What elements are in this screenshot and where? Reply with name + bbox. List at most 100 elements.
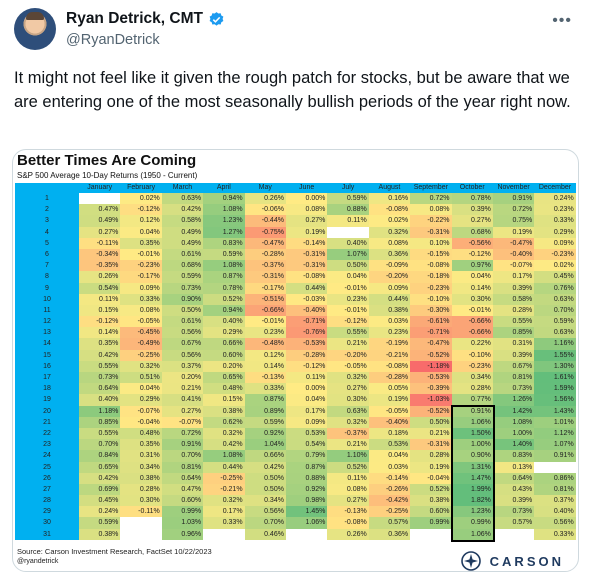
heatmap-cell: 0.08% <box>327 483 369 496</box>
heatmap-cell: 0.37% <box>161 360 204 372</box>
heatmap-cell: -0.66% <box>244 304 286 317</box>
heatmap-cell: 0.14% <box>451 282 493 294</box>
heatmap-cell: -0.40% <box>285 304 328 317</box>
day-label: 2 <box>15 204 79 216</box>
day-label: 3 <box>15 215 79 227</box>
heatmap-cell: 0.59% <box>244 416 286 428</box>
heatmap-cell: 1.04% <box>244 439 286 451</box>
heatmap-cell: -0.20% <box>368 271 411 283</box>
heatmap-row: 2 0.47% -0.12% 0.42% 1.08% -0.06% 0.08% 0.88% -0… <box>15 204 576 216</box>
heatmap-cell: 0.32% <box>327 372 369 384</box>
heatmap-cell: 1.42% <box>492 405 535 417</box>
heatmap-row: 9 0.54% 0.09% 0.73% 0.78% -0.17% 0.44% -0.01% 0.… <box>15 282 576 294</box>
heatmap-cell: 0.33% <box>244 383 286 395</box>
day-label: 17 <box>15 372 79 384</box>
heatmap-cell: 0.36% <box>368 248 411 261</box>
heatmap-cell: 0.78% <box>203 282 245 294</box>
heatmap-cell: 0.27% <box>79 226 121 238</box>
heatmap-cell: 0.09% <box>534 237 576 249</box>
heatmap-cell: 0.28% <box>492 304 535 317</box>
column-header-march: March <box>172 184 193 191</box>
heatmap-cell: 1.16% <box>534 338 576 350</box>
day-label: 20 <box>15 405 79 417</box>
heatmap-cell: -0.11% <box>120 506 162 518</box>
heatmap-cell: 0.19% <box>492 226 535 238</box>
heatmap-cell <box>327 226 369 238</box>
heatmap-cell: 0.19% <box>285 226 328 238</box>
column-header-august: August <box>378 184 401 191</box>
heatmap-cell: 0.00% <box>285 383 328 395</box>
heatmap-row: 29 0.24% -0.11% 0.99% 0.17% 0.56% 1.45% -0.13% -… <box>15 506 576 518</box>
heatmap-cell: 0.33% <box>203 517 245 529</box>
heatmap-cell: 0.28% <box>120 483 162 496</box>
heatmap-cell: 0.42% <box>244 461 286 473</box>
heatmap-cell: 0.32% <box>327 416 369 428</box>
heatmap-cell: -1.18% <box>410 360 452 372</box>
heatmap-cell: 0.16% <box>368 193 411 205</box>
heatmap-cell: 0.66% <box>203 338 245 350</box>
heatmap-cell: 0.90% <box>161 293 204 305</box>
heatmap-row: 14 0.35% -0.49% 0.67% 0.66% -0.48% -0.53% 0.21%… <box>15 338 576 350</box>
display-name[interactable]: Ryan Detrick, CMT <box>66 10 203 27</box>
heatmap-row: 7 -0.35% -0.23% 0.68% 1.08% -0.37% -0.31% 0.50%… <box>15 260 576 272</box>
heatmap-cell: -0.07% <box>120 405 162 417</box>
day-label: 5 <box>15 237 79 249</box>
heatmap-cell <box>492 528 535 540</box>
heatmap-cell: 1.07% <box>327 248 369 261</box>
heatmap-cell: 0.92% <box>244 427 286 440</box>
handle[interactable]: @RyanDetrick <box>66 32 160 48</box>
heatmap-cell <box>534 461 576 473</box>
header-corner <box>15 183 79 193</box>
heatmap-cell: 0.91% <box>161 439 204 451</box>
heatmap-row: 3 0.49% 0.12% 0.58% 1.23% -0.44% 0.27% 0.11% 0.0… <box>15 215 576 227</box>
heatmap-cell: 0.70% <box>244 517 286 529</box>
heatmap-cell: 0.38% <box>120 472 162 484</box>
heatmap-cell: 0.24% <box>534 193 576 205</box>
heatmap-cell: 0.31% <box>492 338 535 350</box>
heatmap-cell: 0.27% <box>451 215 493 227</box>
heatmap-cell: 0.50% <box>244 483 286 496</box>
chart-image[interactable]: Better Times Are Coming S&P 500 Average … <box>12 149 579 572</box>
heatmap-cell: 0.23% <box>327 293 369 305</box>
heatmap-cell: 0.49% <box>161 237 204 249</box>
heatmap-cell: -0.25% <box>368 506 411 518</box>
heatmap-cell: 1.08% <box>203 260 245 272</box>
heatmap-cell: -0.21% <box>368 349 411 361</box>
heatmap-cell: 0.04% <box>120 383 162 395</box>
heatmap-cell: 0.19% <box>410 461 452 473</box>
heatmap-cell: 0.47% <box>79 204 121 216</box>
heatmap-cell: 0.57% <box>368 517 411 529</box>
heatmap-cell: -0.05% <box>120 316 162 328</box>
heatmap-cell: 0.32% <box>203 495 245 507</box>
heatmap-cell: 0.67% <box>161 338 204 350</box>
carson-logo-icon <box>460 551 481 571</box>
heatmap-cell: -0.01% <box>244 316 286 328</box>
heatmap-cell: -0.23% <box>534 248 576 261</box>
heatmap-cell: -0.66% <box>451 327 493 339</box>
heatmap-cell: 1.27% <box>203 226 245 238</box>
heatmap-cell: 0.85% <box>492 327 535 339</box>
heatmap-cell: 0.77% <box>451 394 493 406</box>
heatmap-cell: 0.85% <box>79 416 121 428</box>
heatmap-cell: -0.31% <box>285 260 328 272</box>
heatmap-cell: 0.94% <box>203 304 245 317</box>
heatmap-row: 27 0.69% 0.28% 0.47% -0.21% 0.50% 0.92% 0.08% -0… <box>15 483 576 496</box>
heatmap-cell: 0.41% <box>161 394 204 406</box>
heatmap-cell: 0.29% <box>534 226 576 238</box>
heatmap-cell: -0.71% <box>285 316 328 328</box>
heatmap-cell: 0.48% <box>120 427 162 440</box>
heatmap-cell: 1.08% <box>203 204 245 216</box>
day-label: 23 <box>15 439 79 451</box>
heatmap-cell: 0.59% <box>534 316 576 328</box>
carson-wordmark: CARSON <box>489 553 564 569</box>
more-options-icon[interactable]: ••• <box>552 12 572 29</box>
heatmap-cell: -0.31% <box>285 248 328 261</box>
heatmap-cell: 0.09% <box>368 282 411 294</box>
heatmap-cell: 0.17% <box>203 506 245 518</box>
heatmap-cell: -0.52% <box>410 349 452 361</box>
heatmap-cell: -0.25% <box>120 349 162 361</box>
avatar[interactable] <box>14 8 56 50</box>
heatmap-cell: 0.56% <box>161 327 204 339</box>
heatmap-cell: 0.09% <box>285 416 328 428</box>
heatmap-row: 28 0.45% 0.30% 0.60% 0.32% 0.34% 0.98% 0.27% -0.… <box>15 495 576 507</box>
